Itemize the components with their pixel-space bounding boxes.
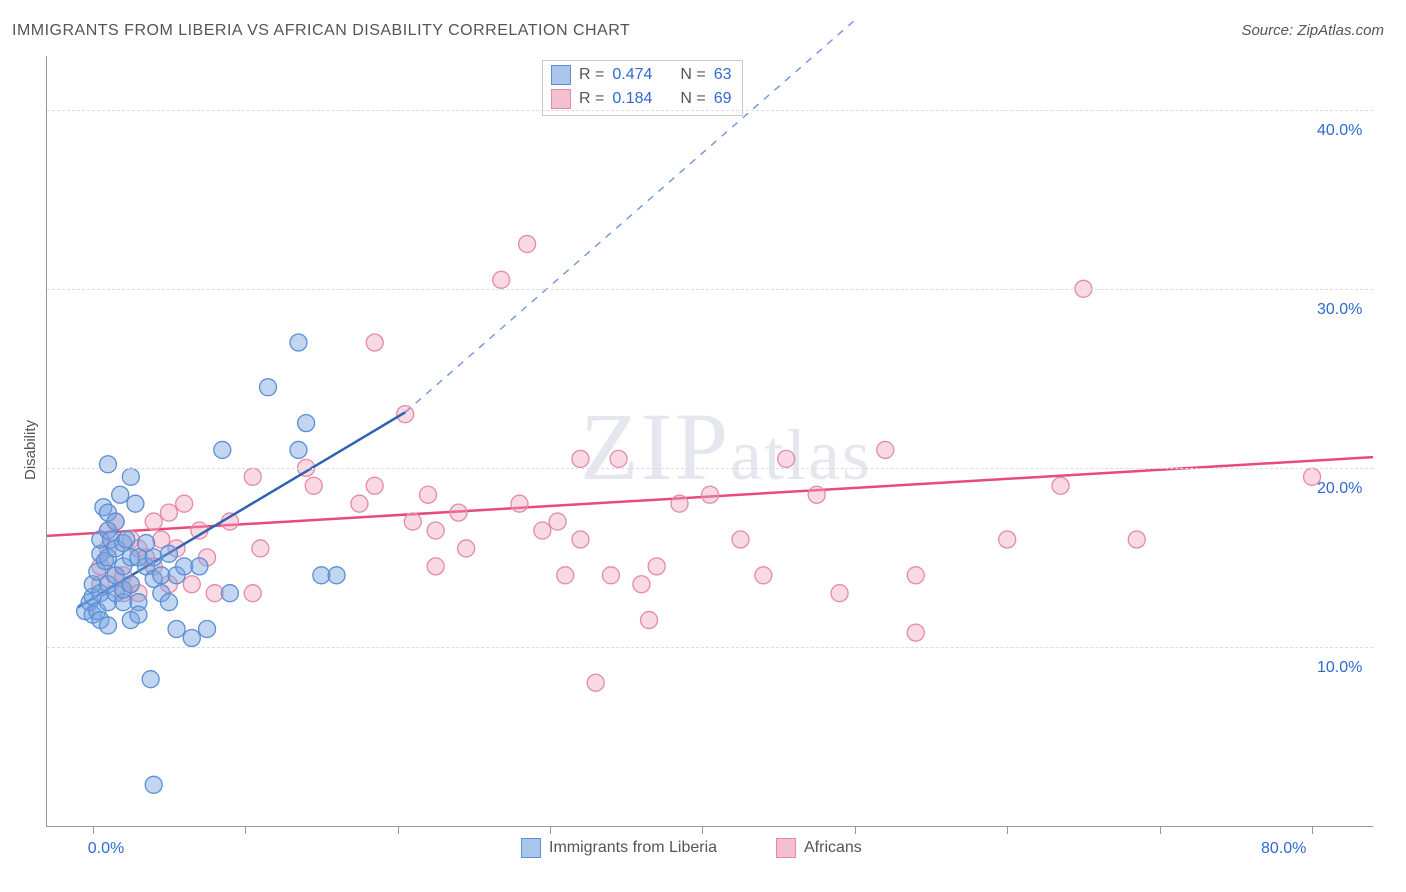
x-tick — [855, 826, 856, 834]
x-tick — [398, 826, 399, 834]
x-tick-label-left: 0.0% — [88, 840, 124, 858]
swatch-pink-icon — [776, 838, 796, 858]
x-tick — [550, 826, 551, 834]
legend-label-blue: Immigrants from Liberia — [549, 839, 717, 857]
r-label: R = — [579, 63, 604, 87]
correlation-row-blue: R = 0.474 N = 63 — [551, 63, 732, 87]
chart-plot-area: ZIPatlas R = 0.474 N = 63 R = 0.184 N = … — [46, 56, 1373, 827]
correlation-row-pink: R = 0.184 N = 69 — [551, 87, 732, 111]
x-tick — [1312, 826, 1313, 834]
r-label: R = — [579, 87, 604, 111]
n-value-blue: 63 — [714, 63, 732, 87]
y-tick-label: 20.0% — [1317, 480, 1362, 498]
n-label: N = — [680, 63, 705, 87]
grid-line — [47, 647, 1373, 648]
legend-label-pink: Africans — [804, 839, 862, 857]
y-tick-label: 10.0% — [1317, 659, 1362, 677]
x-tick-label-right: 80.0% — [1261, 840, 1306, 858]
chart-title: IMMIGRANTS FROM LIBERIA VS AFRICAN DISAB… — [12, 22, 630, 40]
r-value-blue: 0.474 — [612, 63, 652, 87]
correlation-legend-box: R = 0.474 N = 63 R = 0.184 N = 69 — [542, 60, 743, 116]
y-tick-label: 30.0% — [1317, 301, 1362, 319]
grid-line — [47, 468, 1373, 469]
grid-line — [47, 110, 1373, 111]
x-tick — [93, 826, 94, 834]
x-tick — [1160, 826, 1161, 834]
swatch-blue-icon — [521, 838, 541, 858]
legend-item-pink: Africans — [776, 838, 862, 858]
y-tick-label: 40.0% — [1317, 122, 1362, 140]
swatch-pink-icon — [551, 89, 571, 109]
grid-line — [47, 289, 1373, 290]
n-label: N = — [680, 87, 705, 111]
chart-svg — [47, 56, 1373, 826]
y-axis-label: Disability — [22, 420, 39, 480]
x-tick — [702, 826, 703, 834]
swatch-blue-icon — [551, 65, 571, 85]
n-value-pink: 69 — [714, 87, 732, 111]
r-value-pink: 0.184 — [612, 87, 652, 111]
x-tick — [1007, 826, 1008, 834]
x-tick — [245, 826, 246, 834]
legend-item-blue: Immigrants from Liberia — [521, 838, 717, 858]
source-label: Source: ZipAtlas.com — [1241, 22, 1384, 39]
